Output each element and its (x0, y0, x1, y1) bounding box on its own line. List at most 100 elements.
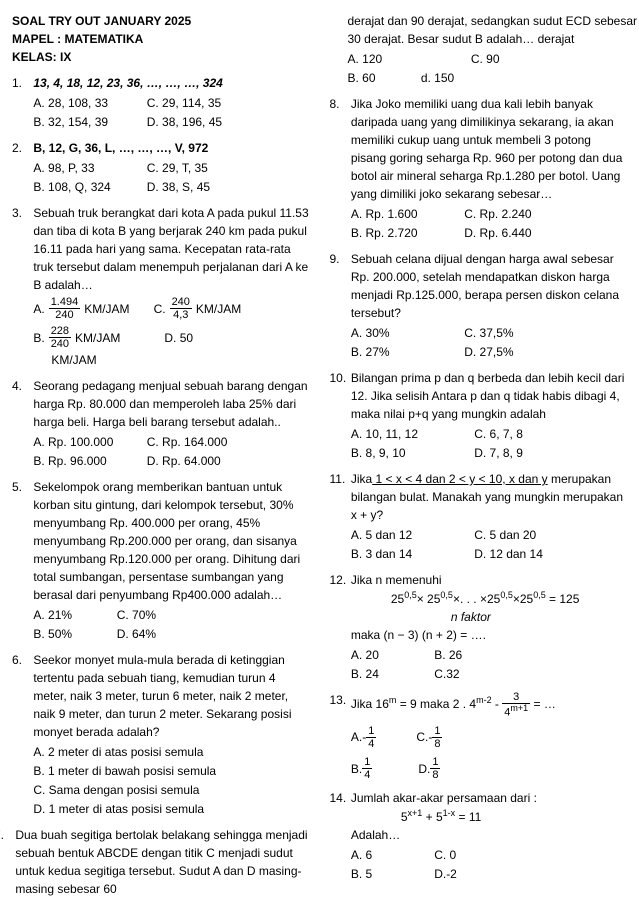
q12-nfaktor: n faktor (451, 608, 627, 626)
question-1: 1. 13, 4, 18, 12, 23, 36, …, …, …, 324 A… (12, 74, 310, 131)
q4-opt-a: A. Rp. 100.000 (33, 433, 143, 451)
question-11: 11. Jika 1 < x < 4 dan 2 < y < 10, x dan… (330, 470, 628, 563)
q3-c-frac: 2404,3 (170, 296, 192, 321)
q10-opt-a: A. 10, 11, 12 (351, 425, 471, 443)
question-2: 2. B, 12, G, 36, L, …, …, …, V, 972 A. 9… (12, 139, 310, 196)
q7-cont: derajat dan 90 derajat, sedangkan sudut … (348, 14, 638, 46)
header-kelas: KELAS: IX (12, 48, 310, 66)
q4-text: Seorang pedagang menjual sebuah barang d… (33, 379, 307, 429)
q10-opt-b: B. 8, 9, 10 (351, 444, 471, 462)
q6-text: Seekor monyet mula-mula berada di keting… (33, 653, 291, 739)
header-title: SOAL TRY OUT JANUARY 2025 (12, 12, 310, 30)
q14-num: 14. (330, 789, 348, 807)
q6-num: 6. (12, 651, 30, 669)
q7-num: 7. (0, 826, 12, 844)
q12-opt-b2: B. 26 (434, 646, 462, 664)
q11-num: 11. (330, 470, 348, 488)
q4-opt-c: C. Rp. 164.000 (147, 433, 228, 451)
q13-b-frac: 14 (362, 756, 372, 781)
question-10: 10. Bilangan prima p dan q berbeda dan l… (330, 369, 628, 462)
q3-b-post: KM/JAM (75, 329, 120, 347)
q11-opt-d: D. 12 dan 14 (474, 545, 543, 563)
q5-opt-a: A. 21% (33, 606, 113, 624)
q11-opt-c: C. 5 dan 20 (474, 526, 536, 544)
q1-num: 1. (12, 74, 30, 92)
q9-opt-c: C. 37,5% (464, 324, 513, 342)
q3-a-frac: 1.494240 (49, 296, 81, 321)
q14-opt-b: B. 5 (351, 865, 431, 883)
q2-opt-d: D. 38, S, 45 (147, 178, 210, 196)
q5-num: 5. (12, 478, 30, 496)
q4-opt-b: B. Rp. 96.000 (33, 452, 143, 470)
q8-opt-c: C. Rp. 2.240 (464, 205, 531, 223)
q5-opt-c: C. 70% (117, 606, 156, 624)
q14-opt-c: C. 0 (434, 846, 456, 864)
q7-opt-b: B. 60 (348, 69, 418, 87)
q13-d-pre: D. (418, 760, 430, 778)
q5-opt-d: D. 64% (117, 625, 156, 643)
question-14: 14. Jumlah akar-akar persamaan dari : 5x… (330, 789, 628, 883)
question-9: 9. Sebuah celana dijual dengan harga awa… (330, 250, 628, 361)
q9-opt-d: D. 27,5% (464, 343, 513, 361)
q12-num: 12. (330, 571, 348, 589)
q5-opt-b: B. 50% (33, 625, 113, 643)
q4-opt-d: D. Rp. 64.000 (147, 452, 221, 470)
question-7-cont: derajat dan 90 derajat, sedangkan sudut … (330, 12, 628, 87)
q9-num: 9. (330, 250, 348, 268)
q3-a-pre: A. (33, 300, 44, 318)
q7-opt-a: A. 120 (348, 50, 468, 68)
q11-opt-a: A. 5 dan 12 (351, 526, 471, 544)
q1-opt-b: B. 32, 154, 39 (33, 113, 143, 131)
q10-opt-d: D. 7, 8, 9 (474, 444, 523, 462)
q2-num: 2. (12, 139, 30, 157)
q8-opt-d: D. Rp. 6.440 (464, 224, 531, 242)
q3-d: D. 50 (164, 329, 193, 347)
q13-a-frac: 14 (366, 725, 376, 750)
question-3: 3. Sebuah truk berangkat dari kota A pad… (12, 204, 310, 369)
q6-opt-b: B. 1 meter di bawah posisi semula (33, 762, 309, 780)
q5-text: Sekelompok orang memberikan bantuan untu… (33, 480, 300, 602)
q9-text: Sebuah celana dijual dengan harga awal s… (351, 252, 619, 320)
q7-text: Dua buah segitiga bertolak belakang sehi… (15, 828, 307, 896)
q13-b-pre: B. (351, 760, 362, 778)
q3-c-pre: C. (154, 300, 166, 318)
q10-text: Bilangan prima p dan q berbeda dan lebih… (351, 371, 625, 421)
q13-c-frac: 18 (432, 725, 442, 750)
q3-b-frac: 228240 (49, 325, 71, 350)
q11-cond: 1 < x < 4 dan 2 < y < 10, x dan y (372, 472, 547, 486)
question-4: 4. Seorang pedagang menjual sebuah baran… (12, 377, 310, 470)
q3-c-post: KM/JAM (196, 300, 241, 318)
q13-c-pre: C. (416, 728, 428, 746)
q1-opt-d: D. 38, 196, 45 (147, 113, 222, 131)
q1-opt-c: C. 29, 114, 35 (147, 94, 222, 112)
q3-kmjam: KM/JAM (51, 351, 309, 369)
question-13: 13. Jika 16m = 9 maka 2 . 4m-2 - 34m+1 =… (330, 691, 628, 781)
q14-opt-a: A. 6 (351, 846, 431, 864)
q7-opt-c: C. 90 (471, 50, 500, 68)
q1-opt-a: A. 28, 108, 33 (33, 94, 143, 112)
q6-opt-a: A. 2 meter di atas posisi semula (33, 743, 309, 761)
q12-maka: maka (n − 3) (n + 2) = …. (351, 626, 627, 644)
q3-b-pre: B. (33, 329, 44, 347)
header-mapel: MAPEL : MATEMATIKA (12, 30, 310, 48)
q1-sequence: 13, 4, 18, 12, 23, 36, …, …, …, 324 (33, 76, 222, 90)
q7-opt-d: d. 150 (421, 69, 454, 87)
q12-opt-a: A. 20 (351, 646, 431, 664)
q8-opt-b: B. Rp. 2.720 (351, 224, 461, 242)
q2-opt-b: B. 108, Q, 324 (33, 178, 143, 196)
q8-opt-a: A. Rp. 1.600 (351, 205, 461, 223)
q3-text: Sebuah truk berangkat dari kota A pada p… (33, 206, 308, 292)
q8-text: Jika Joko memiliki uang dua kali lebih b… (351, 97, 623, 201)
q2-sequence: B, 12, G, 36, L, …, …, …, V, 972 (33, 141, 208, 155)
q14-adalah: Adalah… (351, 826, 627, 844)
q13-d-frac: 18 (430, 756, 440, 781)
q13-expr: Jika 16m = 9 maka 2 . 4m-2 - 34m+1 = … (351, 697, 556, 711)
q13-num: 13. (330, 691, 348, 709)
q11-opt-b: B. 3 dan 14 (351, 545, 471, 563)
q12-text: Jika n memenuhi (351, 573, 442, 587)
q11-pre: Jika (351, 472, 372, 486)
q14-text: Jumlah akar-akar persamaan dari : (351, 791, 537, 805)
q12-opt-c: C.32 (434, 665, 459, 683)
q10-num: 10. (330, 369, 348, 387)
q12-opt-b: B. 24 (351, 665, 431, 683)
